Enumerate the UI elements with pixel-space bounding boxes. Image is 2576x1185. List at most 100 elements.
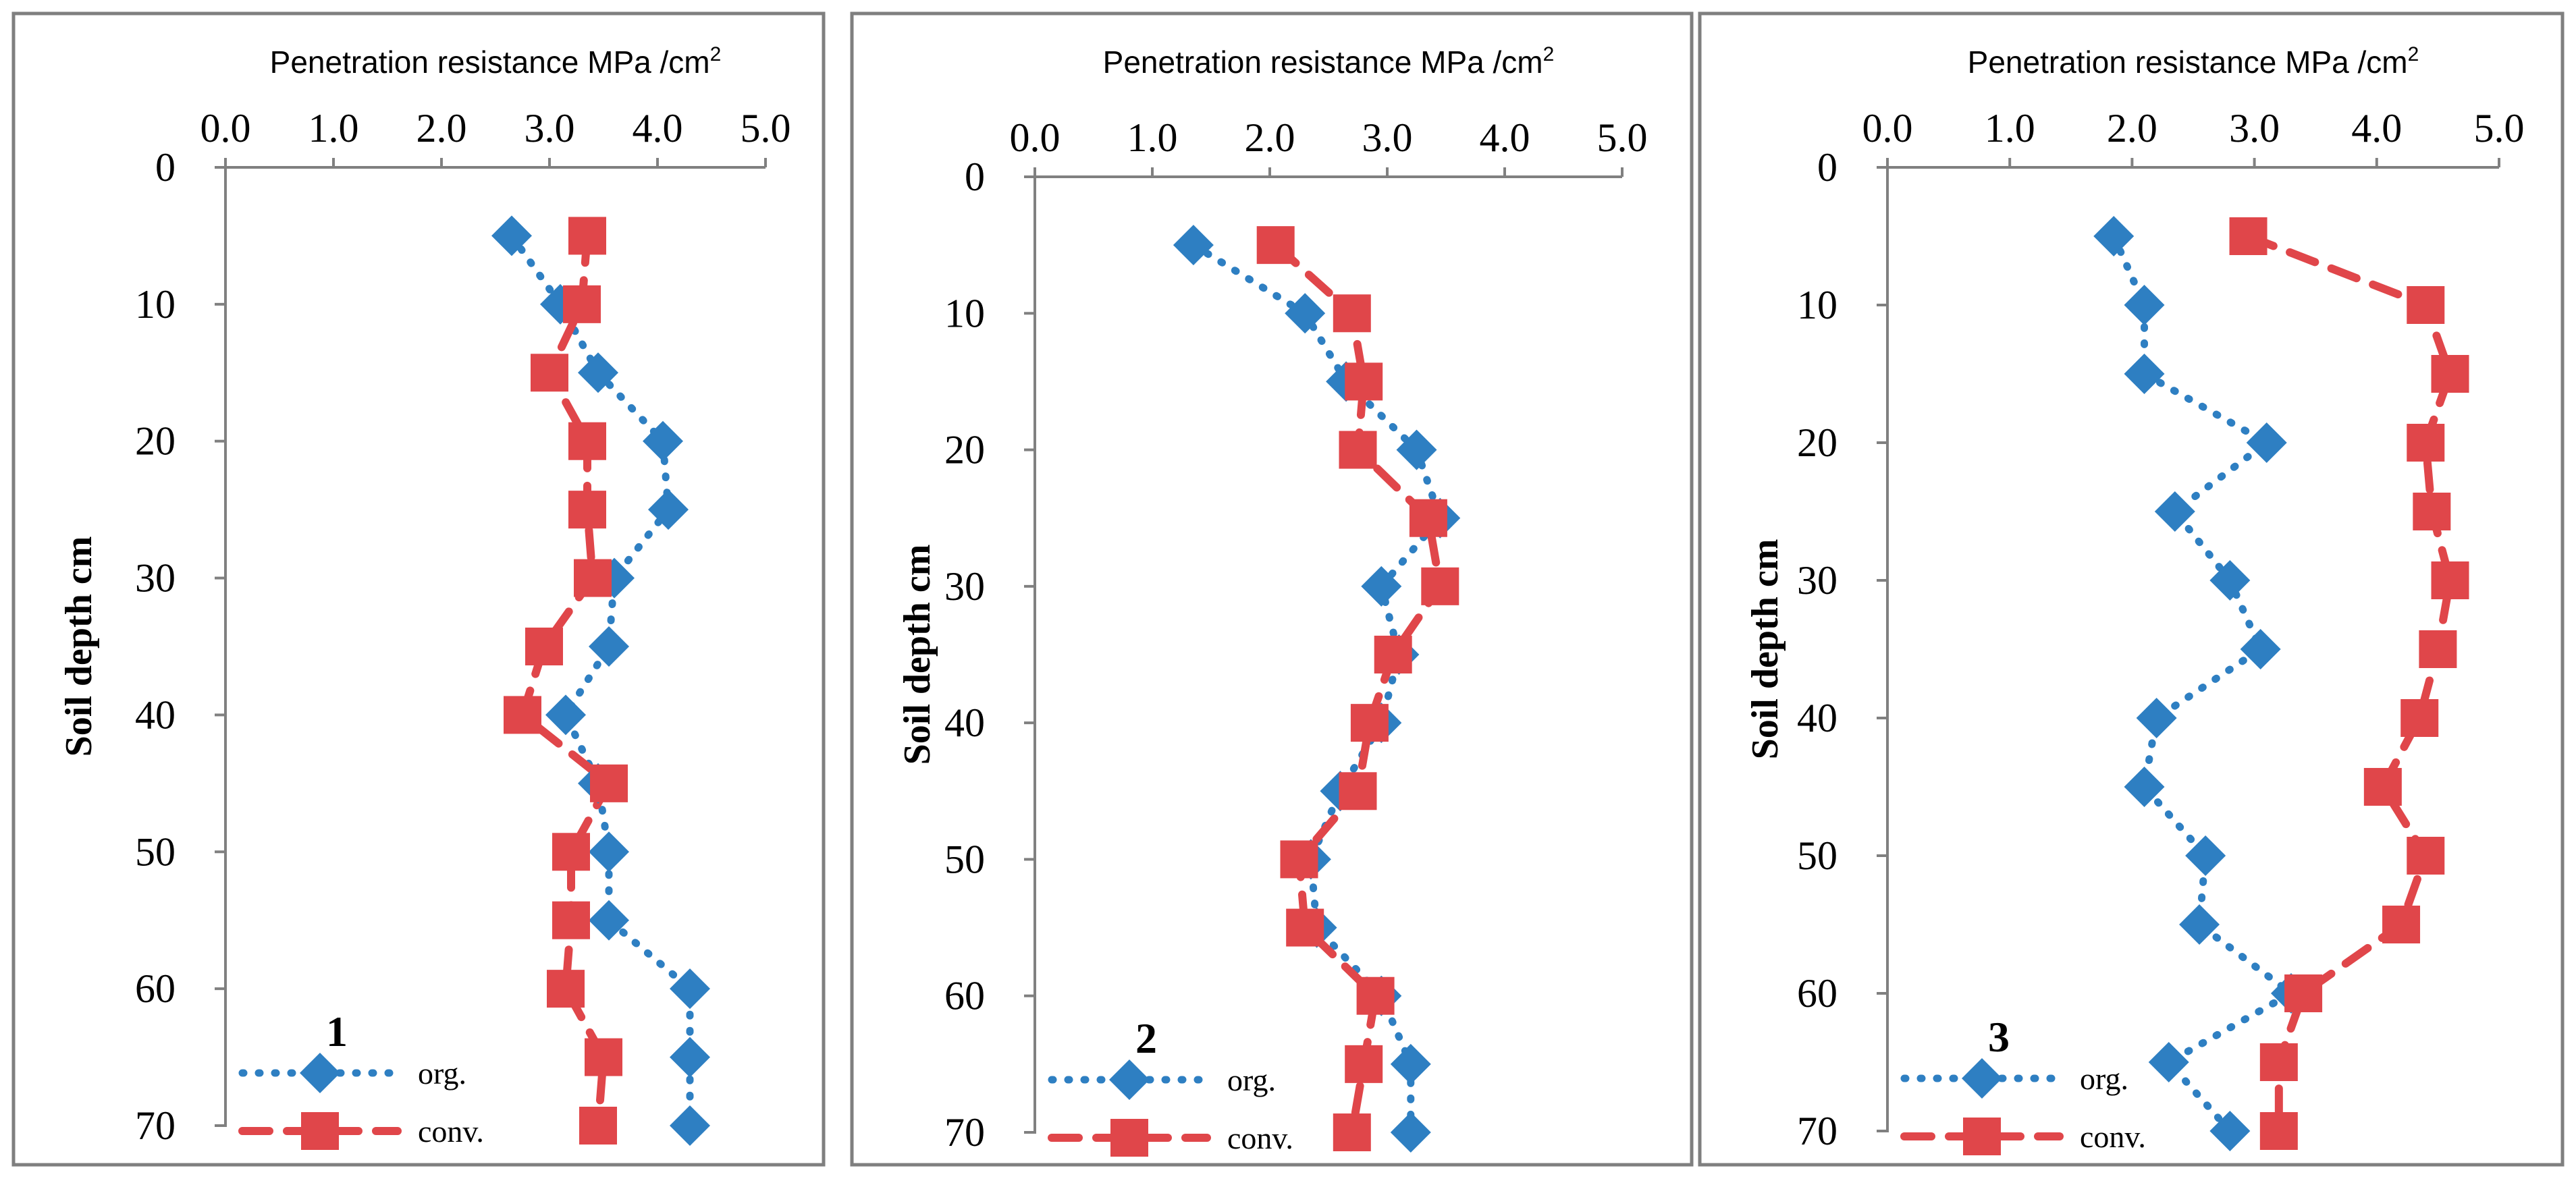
data-point-org [670, 1105, 710, 1146]
data-point-conv [1280, 840, 1318, 879]
data-point-conv [568, 491, 606, 529]
x-tick-label: 3.0 [2229, 106, 2280, 150]
data-point-org [2179, 904, 2220, 945]
y-tick-label: 70 [135, 1103, 176, 1148]
x-tick-label: 4.0 [2351, 106, 2402, 150]
data-point-org [2124, 354, 2165, 394]
data-point-conv [1345, 1045, 1383, 1083]
data-point-org [2136, 698, 2177, 738]
panel-frame [11, 11, 826, 1167]
data-point-conv [590, 764, 628, 802]
data-point-conv [547, 970, 585, 1008]
y-tick-label: 10 [1797, 283, 1837, 327]
data-point-org [2124, 767, 2165, 807]
data-point-conv [1421, 567, 1459, 605]
x-tick-label: 0.0 [1862, 106, 1913, 150]
data-point-conv [1409, 499, 1447, 537]
legend-marker-conv [301, 1112, 339, 1150]
x-tick-label: 4.0 [633, 106, 683, 150]
data-point-org [589, 900, 629, 941]
data-point-conv [2229, 217, 2268, 255]
data-point-org [670, 968, 710, 1010]
data-point-conv [2259, 1043, 2298, 1081]
panel-frame [1698, 11, 2565, 1167]
y-axis-title: Soil depth cm [58, 536, 100, 757]
data-point-org [545, 694, 586, 736]
data-point-conv [525, 628, 563, 665]
panel-number-label: 3 [1988, 1013, 2010, 1061]
legend-marker-org [1962, 1058, 2002, 1099]
y-tick-label: 60 [944, 974, 985, 1018]
data-point-conv [2407, 424, 2445, 462]
series-line-org [508, 231, 694, 1130]
data-point-org [2154, 491, 2195, 532]
panel-number-label: 2 [1135, 1014, 1157, 1062]
y-tick-label: 60 [135, 966, 176, 1011]
legend-marker-conv [1963, 1118, 2001, 1155]
y-tick-label: 70 [1797, 1109, 1837, 1153]
chart-panel-1: 0.0 1.0 2.0 3.0 4.0 5.0 0 10 20 30 40 50 60 70 Penetra… [11, 11, 826, 1167]
legend-marker-org [1109, 1059, 1150, 1100]
x-tick-label: 1.0 [1127, 115, 1178, 160]
data-point-conv [1256, 226, 1295, 265]
data-point-org [1285, 293, 1326, 334]
data-point-conv [2407, 837, 2445, 875]
y-axis-title: Soil depth cm [896, 545, 938, 765]
panel-frame [850, 11, 1694, 1167]
y-tick-label: 40 [1797, 696, 1837, 740]
y-tick-label: 70 [944, 1110, 985, 1155]
y-tick-label: 50 [135, 829, 176, 874]
legend-label-org: org. [1227, 1063, 1276, 1097]
y-axis-title: Soil depth cm [1744, 539, 1786, 760]
y-tick-label: 0 [965, 155, 985, 199]
data-point-org [643, 420, 683, 462]
data-point-conv [552, 901, 590, 939]
data-point-org [2246, 422, 2287, 463]
legend-marker-org [300, 1053, 340, 1093]
legend-label-conv: conv. [418, 1114, 484, 1149]
y-tick-label: 30 [1797, 558, 1837, 603]
data-point-org [491, 215, 532, 256]
data-point-org [1396, 429, 1437, 470]
chart-panel-2: 0.0 1.0 2.0 3.0 4.0 5.0 0 10 20 30 40 50 60 70 Penetra… [850, 11, 1694, 1167]
x-tick-label: 4.0 [1480, 115, 1530, 160]
x-tick-label: 2.0 [2107, 106, 2157, 150]
x-axis-title-superscript: 2 [2408, 43, 2419, 65]
x-axis-title-text: Penetration resistance MPa /cm [1103, 45, 1543, 80]
y-tick-label: 10 [944, 291, 985, 335]
data-point-org [670, 1037, 710, 1078]
x-axis-title: Penetration resistance MPa /cm2 [1968, 43, 2419, 80]
y-tick-label: 30 [135, 556, 176, 601]
x-tick-label: 3.0 [1362, 115, 1413, 160]
data-point-conv [2431, 355, 2469, 393]
y-tick-label: 60 [1797, 971, 1837, 1016]
data-point-org [2240, 629, 2281, 669]
y-tick-label: 0 [1817, 145, 1837, 190]
x-axis-title-superscript: 2 [710, 43, 722, 65]
legend-marker-conv [1110, 1119, 1148, 1157]
data-point-conv [2363, 768, 2402, 806]
data-point-conv [2419, 630, 2457, 668]
data-point-conv [504, 696, 541, 734]
data-point-conv [531, 354, 568, 392]
legend-label-conv: conv. [2080, 1120, 2146, 1154]
x-tick-label: 3.0 [525, 106, 575, 150]
data-point-org [589, 831, 629, 873]
x-axis-title-text: Penetration resistance MPa /cm [270, 45, 710, 80]
y-tick-label: 20 [135, 419, 176, 464]
x-axis-title-text: Penetration resistance MPa /cm [1968, 45, 2408, 80]
legend-label-org: org. [2080, 1062, 2128, 1096]
series-line-org [1189, 241, 1444, 1136]
data-point-conv [1374, 636, 1412, 673]
data-point-org [2209, 1111, 2251, 1151]
data-point-conv [585, 1038, 622, 1076]
y-tick-label: 0 [155, 145, 176, 190]
data-point-org [2148, 1042, 2189, 1082]
data-point-conv [579, 1107, 617, 1145]
data-point-org [578, 352, 618, 393]
x-tick-label: 2.0 [1245, 115, 1295, 160]
data-point-conv [568, 422, 606, 460]
data-point-conv [1345, 362, 1383, 401]
data-point-conv [574, 559, 612, 597]
